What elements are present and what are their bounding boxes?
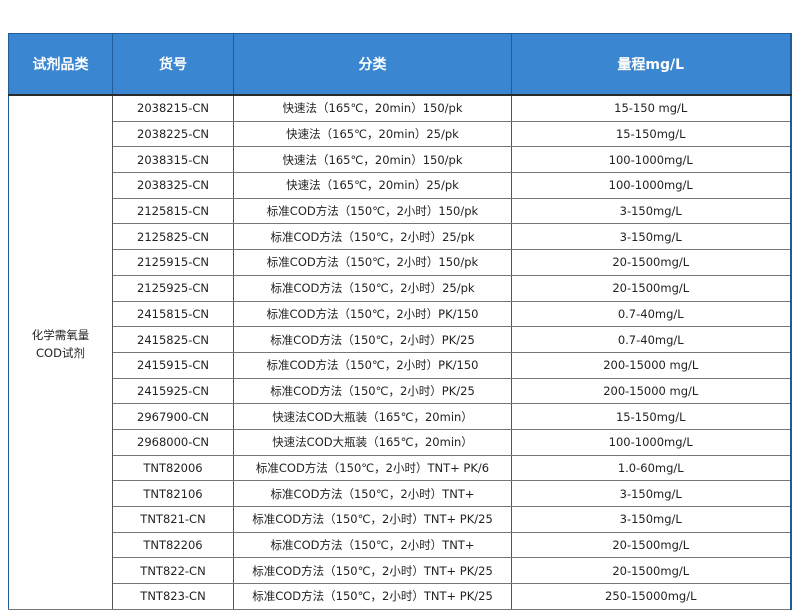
range-cell: 200-15000 mg/L [511, 351, 792, 379]
code-cell: 2415815-CN [112, 300, 234, 328]
range-cell: 100-1000mg/L [511, 146, 792, 174]
range-cell: 0.7-40mg/L [511, 300, 792, 328]
category-line1: 化学需氧量 [31, 328, 90, 343]
type-cell: 标准COD方法（150℃，2小时）PK/25 [233, 377, 512, 405]
range-cell: 100-1000mg/L [511, 428, 792, 456]
code-cell: 2415825-CN [112, 326, 234, 353]
range-cell: 3-150mg/L [511, 506, 792, 533]
table-row: TNT82206 标准COD方法（150℃，2小时）TNT+ 20-1500mg/L [9, 531, 792, 559]
type-cell: 标准COD方法（150℃，2小时）150/pk [233, 197, 512, 225]
code-cell: 2038325-CN [112, 172, 234, 199]
type-cell: 标准COD方法（150℃，2小时）TNT+ PK/25 [233, 506, 512, 533]
code-cell: 2038215-CN [112, 94, 234, 122]
table-row: 2125925-CN 标准COD方法（150℃，2小时）25/pk 20-1500m… [9, 274, 792, 302]
type-cell: 快速法（165℃，20min）150/pk [233, 146, 512, 174]
table-row: 2125815-CN 标准COD方法（150℃，2小时）150/pk 3-150mg… [9, 197, 792, 225]
table-row: 2415815-CN 标准COD方法（150℃，2小时）PK/150 0.7-40m… [9, 300, 792, 328]
type-cell: 标准COD方法（150℃，2小时）TNT+ PK/25 [233, 557, 512, 585]
range-cell: 250-15000mg/L [511, 583, 792, 610]
range-cell: 20-1500mg/L [511, 274, 792, 302]
range-cell: 200-15000 mg/L [511, 377, 792, 405]
type-cell: 标准COD方法（150℃，2小时）PK/150 [233, 351, 512, 379]
code-cell: 2968000-CN [112, 428, 234, 456]
code-cell: TNT822-CN [112, 557, 234, 585]
code-cell: 2415915-CN [112, 351, 234, 379]
type-cell: 标准COD方法（150℃，2小时）TNT+ [233, 531, 512, 559]
code-cell: 2415925-CN [112, 377, 234, 405]
code-cell: 2125825-CN [112, 223, 234, 251]
type-cell: 快速法COD大瓶装（165℃，20min） [233, 428, 512, 456]
type-cell: 快速法（165℃，20min）150/pk [233, 94, 512, 122]
table-row: TNT821-CN 标准COD方法（150℃，2小时）TNT+ PK/25 3-15… [9, 506, 792, 533]
type-cell: 快速法（165℃，20min）25/pk [233, 172, 512, 199]
header-range: 量程mg/L [511, 33, 792, 96]
table-row: 2038225-CN 快速法（165℃，20min）25/pk 15-150mg/L [9, 120, 792, 148]
type-cell: 标准COD方法（150℃，2小时）PK/25 [233, 326, 512, 353]
type-cell: 标准COD方法（150℃，2小时）TNT+ PK/25 [233, 583, 512, 610]
table-row: TNT82006 标准COD方法（150℃，2小时）TNT+ PK/6 1.0-60… [9, 454, 792, 482]
code-cell: 2038315-CN [112, 146, 234, 174]
range-cell: 0.7-40mg/L [511, 326, 792, 353]
table-row: 2967900-CN 快速法COD大瓶装（165℃，20min） 15-150mg/… [9, 403, 792, 430]
table-row: 化学需氧量 COD试剂 2038215-CN 快速法（165℃，20min）150/p… [8, 94, 792, 610]
type-cell: 标准COD方法（150℃，2小时）TNT+ PK/6 [233, 454, 512, 482]
range-cell: 20-1500mg/L [511, 531, 792, 559]
range-cell: 3-150mg/L [511, 197, 792, 225]
range-cell: 100-1000mg/L [511, 172, 792, 199]
cod-reagent-table: 试剂品类 货号 分类 量程mg/L 化学需氧量 COD试剂 2038215-CN 快速… [8, 33, 792, 610]
table-row: 2125825-CN 标准COD方法（150℃，2小时）25/pk 3-150mg/… [9, 223, 792, 251]
code-cell: TNT823-CN [112, 583, 234, 610]
table-row: 2415825-CN 标准COD方法（150℃，2小时）PK/25 0.7-40mg… [9, 326, 792, 353]
table-row: 2125915-CN 标准COD方法（150℃，2小时）150/pk 20-1500… [9, 249, 792, 276]
table-row: 2415925-CN 标准COD方法（150℃，2小时）PK/25 200-1500… [9, 377, 792, 405]
category-line2: COD试剂 [36, 346, 85, 361]
code-cell: TNT82006 [112, 454, 234, 482]
type-cell: 标准COD方法（150℃，2小时）150/pk [233, 249, 512, 276]
header-code: 货号 [112, 33, 234, 96]
range-cell: 1.0-60mg/L [511, 454, 792, 482]
code-cell: 2125915-CN [112, 249, 234, 276]
range-cell: 3-150mg/L [511, 480, 792, 507]
code-cell: TNT821-CN [112, 506, 234, 533]
range-cell: 15-150mg/L [511, 120, 792, 148]
code-cell: TNT82106 [112, 480, 234, 507]
type-cell: 标准COD方法（150℃，2小时）25/pk [233, 223, 512, 251]
code-cell: TNT82206 [112, 531, 234, 559]
table-row: 2415915-CN 标准COD方法（150℃，2小时）PK/150 200-150… [9, 351, 792, 379]
table-row: 2038325-CN 快速法（165℃，20min）25/pk 100-1000mg… [9, 172, 792, 199]
header-row: 试剂品类 货号 分类 量程mg/L [8, 33, 792, 96]
range-cell: 20-1500mg/L [511, 557, 792, 585]
type-cell: 标准COD方法（150℃，2小时）25/pk [233, 274, 512, 302]
type-cell: 快速法COD大瓶装（165℃，20min） [233, 403, 512, 430]
code-cell: 2125925-CN [112, 274, 234, 302]
range-cell: 15-150 mg/L [511, 94, 792, 122]
code-cell: 2967900-CN [112, 403, 234, 430]
table-row: TNT823-CN 标准COD方法（150℃，2小时）TNT+ PK/25 250-… [9, 583, 792, 610]
range-cell: 15-150mg/L [511, 403, 792, 430]
category-cell: 化学需氧量 COD试剂 [8, 94, 113, 610]
type-cell: 快速法（165℃，20min）25/pk [233, 120, 512, 148]
type-cell: 标准COD方法（150℃，2小时）PK/150 [233, 300, 512, 328]
type-cell: 标准COD方法（150℃，2小时）TNT+ [233, 480, 512, 507]
header-category: 试剂品类 [8, 33, 113, 96]
table-row: 2038315-CN 快速法（165℃，20min）150/pk 100-1000m… [9, 146, 792, 174]
header-type: 分类 [233, 33, 512, 96]
table-row: TNT822-CN 标准COD方法（150℃，2小时）TNT+ PK/25 20-1… [9, 557, 792, 585]
table-row: TNT82106 标准COD方法（150℃，2小时）TNT+ 3-150mg/L [9, 480, 792, 507]
code-cell: 2125815-CN [112, 197, 234, 225]
table-row: 2968000-CN 快速法COD大瓶装（165℃，20min） 100-1000m… [9, 428, 792, 456]
range-cell: 20-1500mg/L [511, 249, 792, 276]
code-cell: 2038225-CN [112, 120, 234, 148]
range-cell: 3-150mg/L [511, 223, 792, 251]
